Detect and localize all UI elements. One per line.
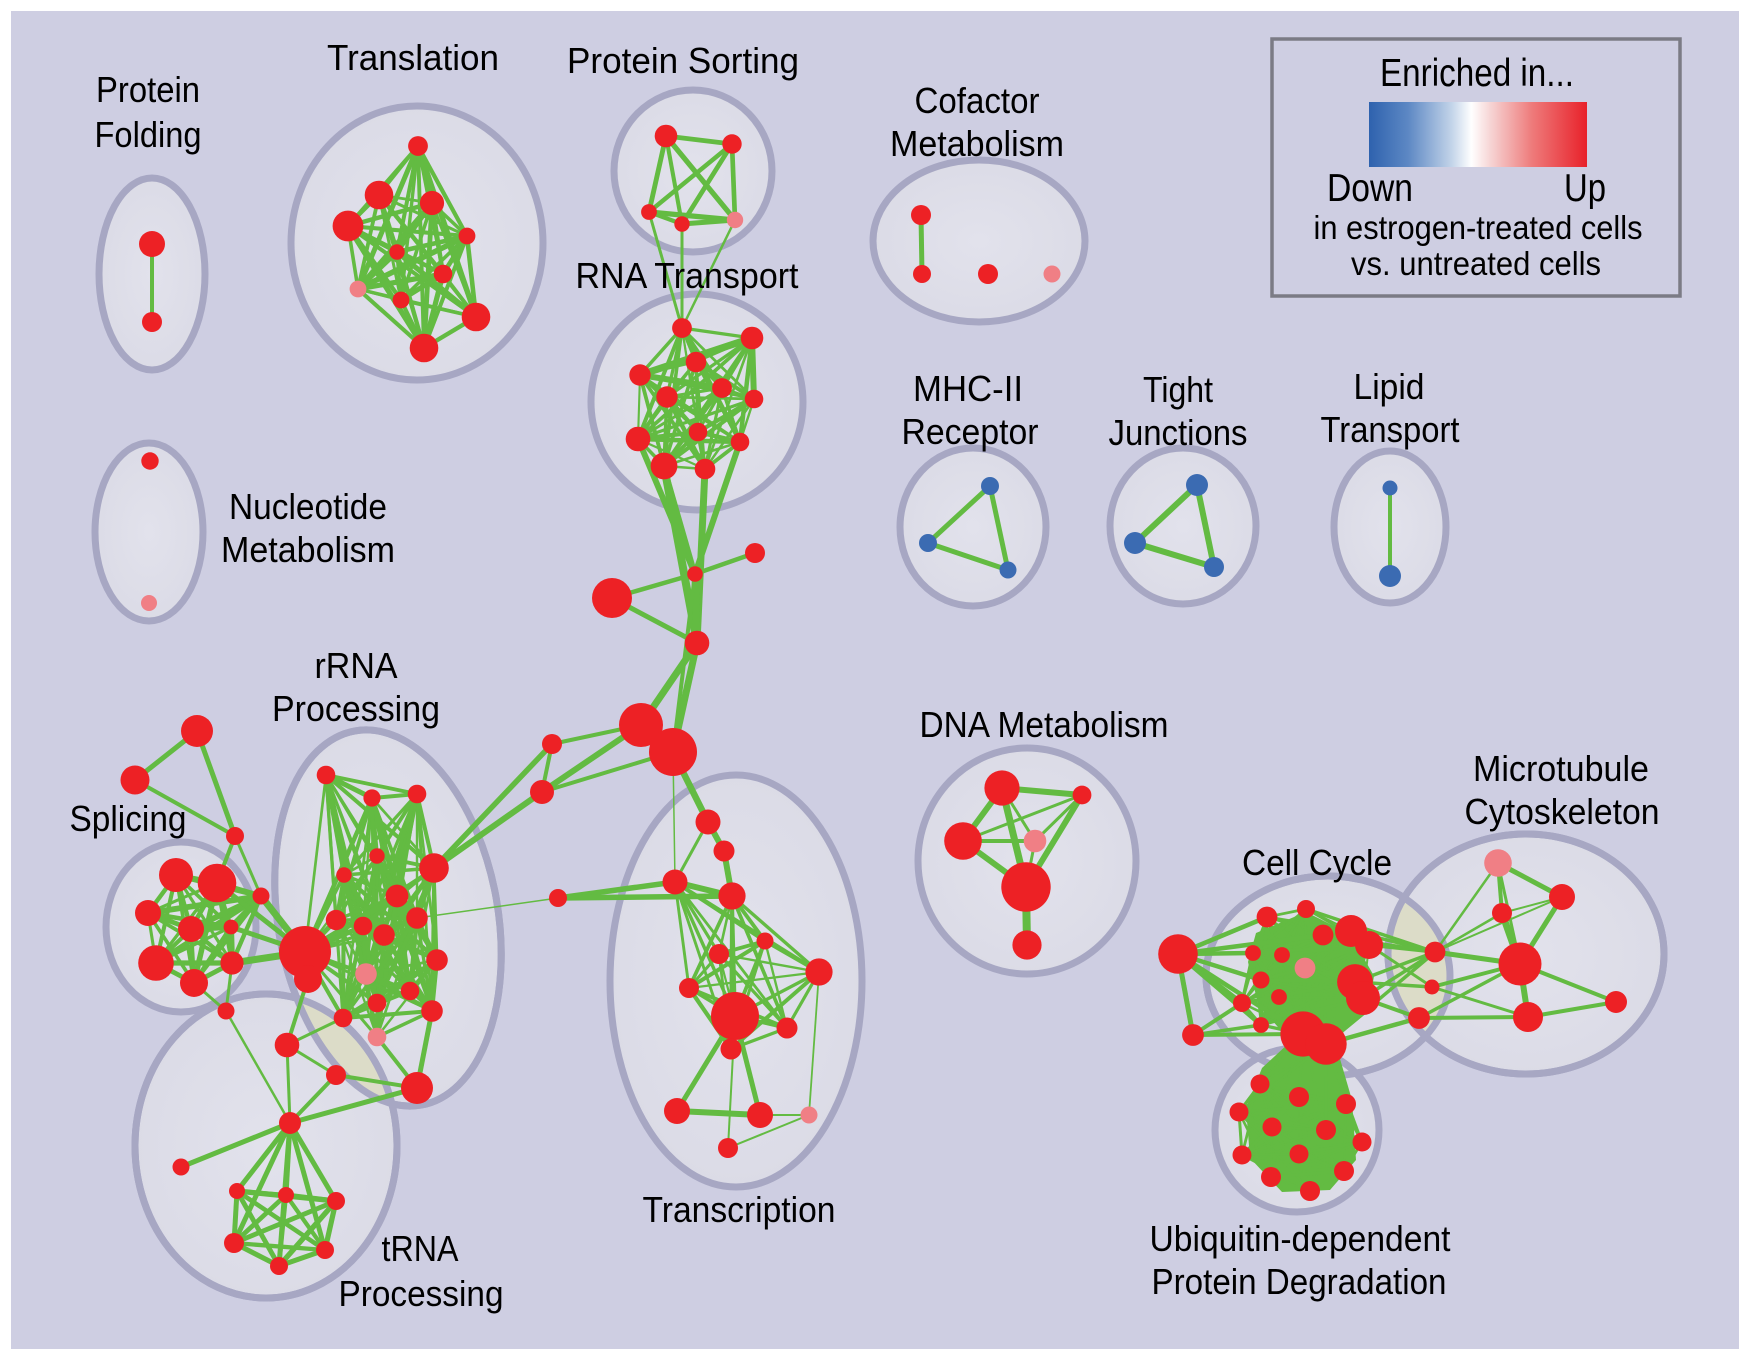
svg-text:Translation: Translation [327,37,499,78]
svg-text:DNA Metabolism: DNA Metabolism [920,704,1169,745]
svg-text:Metabolism: Metabolism [890,123,1064,164]
svg-text:Transcription: Transcription [643,1189,836,1230]
svg-text:Protein: Protein [96,69,200,110]
svg-text:Microtubule: Microtubule [1473,748,1649,789]
svg-text:Up: Up [1564,167,1606,210]
svg-text:Nucleotide: Nucleotide [229,486,387,527]
svg-text:RNA Transport: RNA Transport [576,255,799,296]
svg-text:Metabolism: Metabolism [221,529,395,570]
svg-text:Processing: Processing [339,1273,504,1314]
svg-text:Protein Sorting: Protein Sorting [567,40,799,81]
svg-text:Cofactor: Cofactor [915,80,1040,121]
svg-text:Enriched in...: Enriched in... [1380,52,1574,95]
svg-text:tRNA: tRNA [382,1228,459,1269]
svg-text:Cytoskeleton: Cytoskeleton [1465,791,1660,832]
svg-text:Junctions: Junctions [1109,412,1248,453]
svg-text:Processing: Processing [272,688,440,729]
svg-text:Receptor: Receptor [902,411,1039,452]
svg-text:Cell Cycle: Cell Cycle [1242,842,1392,883]
svg-text:vs. untreated cells: vs. untreated cells [1351,245,1601,282]
svg-text:Down: Down [1327,167,1413,210]
svg-text:Folding: Folding [95,114,202,155]
svg-text:MHC-II: MHC-II [913,368,1023,409]
svg-text:in estrogen-treated cells: in estrogen-treated cells [1314,209,1643,246]
svg-text:Protein Degradation: Protein Degradation [1152,1261,1447,1302]
svg-text:Splicing: Splicing [70,798,187,839]
svg-text:Transport: Transport [1321,409,1460,450]
svg-text:Ubiquitin-dependent: Ubiquitin-dependent [1150,1218,1451,1259]
svg-text:rRNA: rRNA [315,645,398,686]
svg-text:Lipid: Lipid [1354,366,1425,407]
svg-text:Tight: Tight [1143,369,1213,410]
